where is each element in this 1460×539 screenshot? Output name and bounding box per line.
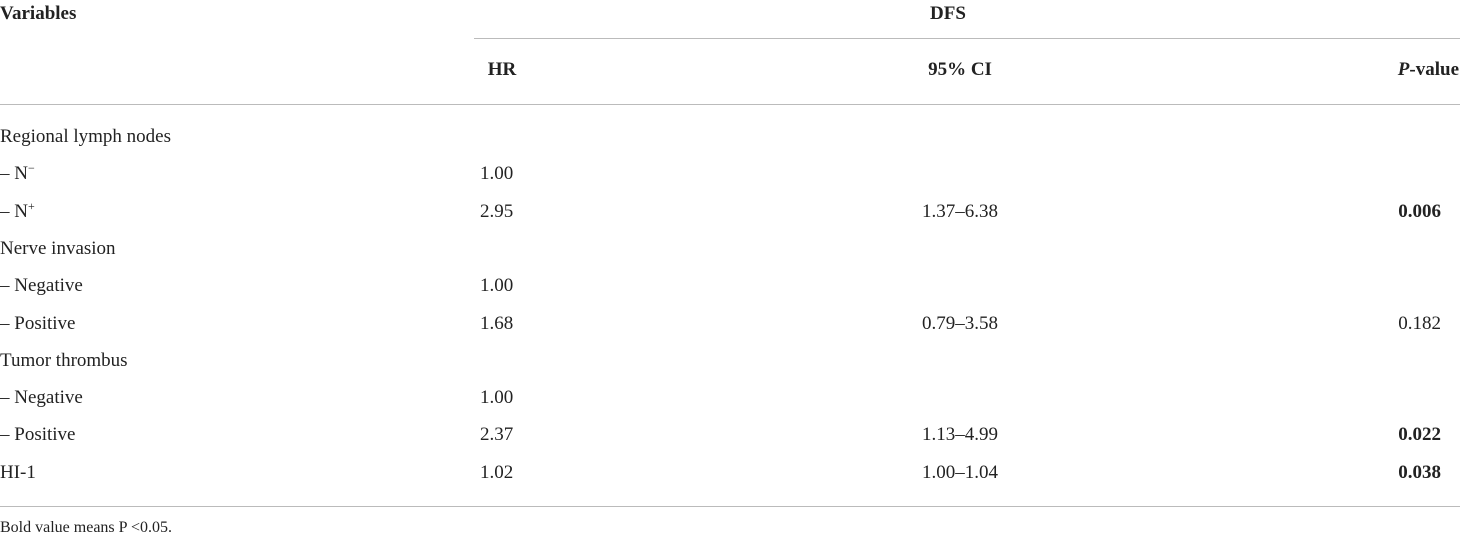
p-value-cell: 0.006	[1398, 200, 1441, 222]
row-label: Regional lymph nodes	[0, 126, 171, 147]
ci-cell: 1.37–6.38	[922, 200, 998, 222]
header-hr: HR	[487, 59, 517, 80]
p-value-cell: 0.038	[1398, 461, 1441, 483]
p-value-cell: 0.182	[1398, 312, 1441, 334]
hr-cell: 1.00	[480, 275, 514, 297]
header-p-value: P-value	[1398, 59, 1459, 81]
row-label: – N+	[0, 198, 35, 223]
header-rule	[0, 104, 1460, 105]
ci-cell: 1.13–4.99	[922, 424, 998, 446]
hr-cell: 1.02	[480, 461, 514, 483]
row-label-text: – N	[0, 163, 28, 185]
ci-cell: 0.79–3.58	[922, 312, 998, 334]
hr-cell: 2.95	[480, 200, 514, 222]
hr-cell: 2.37	[480, 424, 514, 446]
p-value-cell: 0.022	[1398, 424, 1441, 446]
header-p-rest: -value	[1409, 59, 1459, 80]
row-label: – Positive	[0, 312, 76, 334]
footnote: Bold value means P <0.05.	[0, 519, 172, 536]
header-ci: 95% CI	[928, 59, 992, 80]
bottom-rule	[0, 506, 1460, 507]
row-label-sup: −	[27, 161, 35, 176]
row-label: HI-1	[0, 461, 36, 483]
row-label: – Negative	[0, 387, 83, 409]
header-variables: Variables	[0, 3, 77, 24]
row-label: – N−	[0, 161, 35, 185]
header-group: DFS	[930, 3, 966, 24]
row-label: – Negative	[0, 275, 83, 297]
header-p-italic: P	[1397, 59, 1410, 80]
row-label-sup: +	[27, 198, 35, 213]
hr-cell: 1.00	[480, 163, 514, 185]
row-label: Tumor thrombus	[0, 349, 128, 371]
row-label-text: – N	[0, 200, 28, 222]
hr-cell: 1.00	[480, 387, 514, 409]
row-label: – Positive	[0, 424, 76, 446]
hr-cell: 1.68	[480, 312, 514, 334]
group-rule	[474, 38, 1460, 39]
row-label: Nerve invasion	[0, 237, 116, 259]
ci-cell: 1.00–1.04	[922, 461, 998, 483]
